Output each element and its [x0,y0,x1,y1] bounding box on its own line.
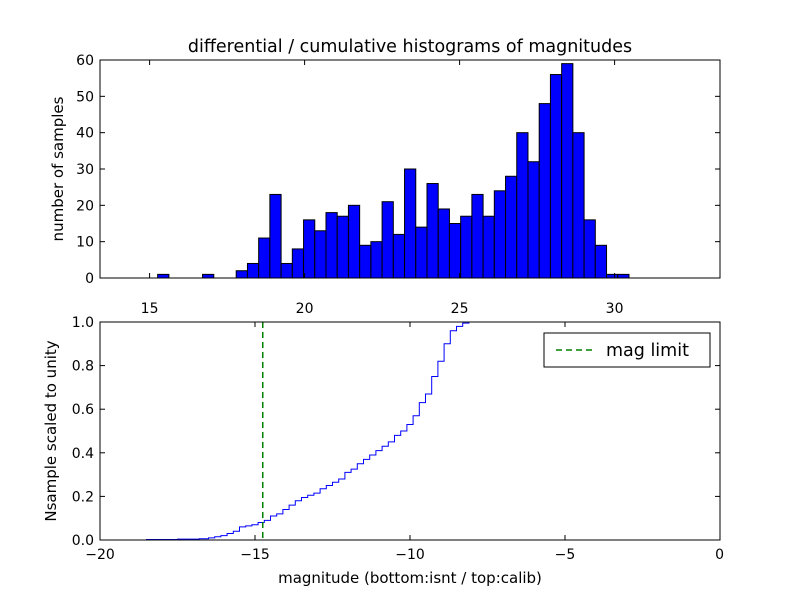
histogram-bar [527,161,540,279]
histogram-bar [370,241,383,279]
histogram-bar [606,273,619,279]
y-tick-label: 60 [76,53,94,69]
histogram-bar [347,204,361,279]
x-tick-label: 20 [296,301,314,317]
histogram-bar [493,190,507,279]
histogram-bar [594,244,608,279]
histogram-bar [258,237,271,279]
y-tick-label: 40 [76,126,94,142]
histogram-bar [291,248,305,279]
histogram-bar [280,262,293,279]
y-tick-label: 50 [76,89,94,105]
histogram-bar [404,168,417,279]
histogram-bar [426,183,439,279]
legend-box [543,332,711,368]
histogram-bar [505,175,518,279]
histogram-bar [448,223,462,279]
chart-title: differential / cumulative histograms of … [188,37,632,57]
histogram-bar [157,273,170,279]
y-tick-label: 1.0 [72,315,94,331]
histogram-bar [392,233,406,279]
histogram-bar [471,193,484,279]
cumulative-step-line [100,321,476,541]
histogram-bar [516,132,529,279]
histogram-bar [437,208,450,279]
differential-histogram: differential / cumulative histograms of … [49,37,721,317]
histogram-bar [583,219,596,279]
x-tick-label: −5 [555,547,576,563]
y-tick-label: 0.0 [72,533,94,549]
histogram-bar [381,201,394,279]
y-tick-label: 20 [76,198,94,214]
top-axis-ticks: 0 10 20 30 40 50 60 15 20 25 30 [76,53,720,317]
histogram-bar [202,273,215,279]
histogram-bar [617,273,630,279]
histogram-bar [460,215,473,279]
histogram-bar [572,132,585,279]
bottom-y-axis-label: Nsample scaled to unity [42,340,60,521]
histogram-bar [314,230,327,279]
y-tick-label: 0.6 [72,402,94,418]
x-tick-label: 30 [606,301,624,317]
y-tick-label: 0.2 [72,489,94,505]
y-tick-label: 10 [76,235,94,251]
histogram-bar [336,215,349,279]
y-tick-label: 30 [76,162,94,178]
x-tick-label: 0 [715,547,724,563]
bottom-x-axis-label: magnitude (bottom:isnt / top:calib) [278,569,542,587]
legend: mag limit [543,332,711,368]
bottom-axis-ticks: 0.0 0.2 0.4 0.6 0.8 1.0 −20 −15 −10 −5 0 [72,315,724,563]
top-y-axis-label: number of samples [49,96,67,241]
x-tick-label: 25 [451,301,469,317]
histogram-bar [269,193,282,279]
histogram-bar [303,219,316,279]
histogram-bar [246,262,260,279]
x-tick-label: 15 [141,301,159,317]
histogram-bar [538,103,551,279]
y-tick-label: 0 [85,271,94,287]
histogram-bar [415,226,428,279]
histogram-bar [561,63,574,279]
histogram-bar [325,212,338,279]
histogram-bar [235,270,248,279]
histogram-bar [359,244,372,279]
histogram-bar [482,215,495,279]
y-tick-label: 0.4 [72,446,94,462]
histogram-bar [549,74,563,279]
histogram-bars [157,63,630,279]
x-tick-label: −20 [85,547,115,563]
cumulative-histogram: 0.0 0.2 0.4 0.6 0.8 1.0 −20 −15 −10 −5 0 Nsample s… [42,315,724,587]
x-tick-label: −10 [395,547,425,563]
x-tick-label: −15 [240,547,270,563]
legend-label: mag limit [606,341,689,361]
y-tick-label: 0.8 [72,359,94,375]
